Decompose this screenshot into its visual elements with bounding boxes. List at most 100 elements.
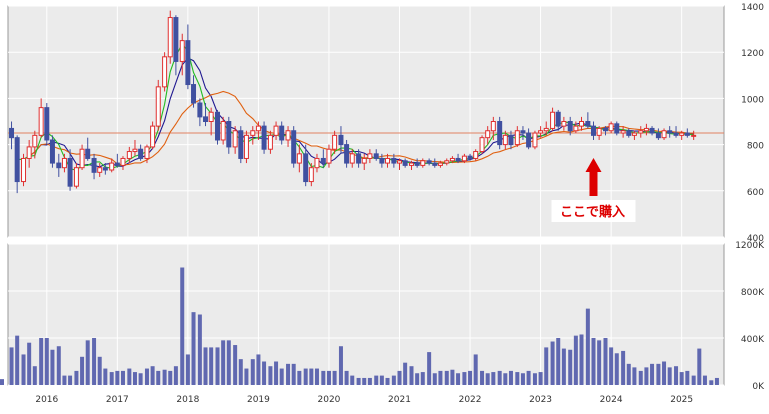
candle-body xyxy=(49,139,55,164)
volume-bar xyxy=(138,373,143,385)
candle-body xyxy=(296,153,302,164)
candle-body xyxy=(590,125,596,136)
candle-body xyxy=(567,121,573,132)
volume-bar xyxy=(379,375,384,385)
volume-bar xyxy=(632,367,637,385)
candle-body xyxy=(61,157,67,169)
candle-body xyxy=(579,121,585,127)
volume-bar xyxy=(579,334,584,385)
candle-body xyxy=(79,148,85,169)
candle-body xyxy=(649,127,655,134)
candle-body xyxy=(596,127,602,136)
price-ytick-label: 800 xyxy=(747,142,764,152)
price-ytick-label: 1400 xyxy=(741,3,764,13)
candle-body xyxy=(349,153,355,164)
candle-body xyxy=(444,160,450,164)
volume-bar xyxy=(714,377,719,385)
xtick-label: 2020 xyxy=(318,395,341,405)
volume-bar xyxy=(344,370,349,385)
price-ytick-label: 1200 xyxy=(741,49,764,59)
volume-bar xyxy=(209,347,214,385)
candle-body xyxy=(226,121,232,148)
candle-body xyxy=(303,153,309,183)
volume-bar xyxy=(544,347,549,385)
candle-body xyxy=(291,130,297,164)
volume-bar xyxy=(132,372,137,385)
candle-body xyxy=(397,160,403,164)
volume-bar xyxy=(144,368,149,385)
volume-bar xyxy=(221,340,226,385)
volume-bar xyxy=(473,354,478,385)
candle-body xyxy=(437,162,443,166)
volume-bar xyxy=(197,314,202,385)
volume-ytick-label: 400K xyxy=(741,335,765,345)
volume-bar xyxy=(550,341,555,385)
candle-body xyxy=(655,132,661,139)
volume-bar xyxy=(591,338,596,385)
candle-body xyxy=(155,86,161,127)
volume-bar xyxy=(250,359,255,385)
candle-body xyxy=(361,157,367,164)
volume-bar xyxy=(80,356,85,385)
candle-body xyxy=(273,125,279,136)
volume-bar xyxy=(709,380,714,385)
candle-body xyxy=(232,130,238,148)
candle-body xyxy=(461,155,467,162)
volume-bar xyxy=(62,375,67,385)
volume-bar xyxy=(597,340,602,385)
volume-bar xyxy=(168,370,173,385)
volume-bar xyxy=(338,346,343,385)
volume-bar xyxy=(68,375,73,385)
volume-bar xyxy=(526,370,531,385)
volume-bar xyxy=(268,366,273,385)
volume-bar xyxy=(238,359,243,385)
annotation-label-bg xyxy=(551,200,636,222)
candle-body xyxy=(14,137,20,183)
volume-bar xyxy=(274,361,279,385)
volume-bar xyxy=(44,338,49,385)
volume-bar xyxy=(367,377,372,385)
candle-body xyxy=(21,157,27,183)
candle-body xyxy=(543,127,549,132)
xtick-label: 2016 xyxy=(35,395,58,405)
candle-body xyxy=(643,127,649,132)
volume-bar xyxy=(332,370,337,385)
candle-body xyxy=(408,162,414,166)
candle-body xyxy=(585,121,591,127)
xtick-label: 2023 xyxy=(529,395,552,405)
candle-body xyxy=(455,157,461,162)
candle-body xyxy=(626,130,632,136)
volume-bar xyxy=(103,368,108,385)
volume-bar xyxy=(638,370,643,385)
volume-bar xyxy=(356,377,361,385)
candle-body xyxy=(508,134,514,146)
volume-bar xyxy=(39,338,44,385)
candle-body xyxy=(332,134,338,150)
candle-body xyxy=(608,123,614,132)
volume-bar xyxy=(374,375,379,385)
volume-bar xyxy=(462,372,467,385)
candle-body xyxy=(138,148,144,159)
candle-body xyxy=(73,167,79,187)
volume-ytick-label: 1200K xyxy=(735,241,765,251)
volume-bar xyxy=(85,340,90,385)
volume-bar xyxy=(21,354,26,385)
candle-body xyxy=(385,157,391,164)
volume-bar xyxy=(233,345,238,385)
candle-body xyxy=(485,130,491,139)
xtick-label: 2018 xyxy=(176,395,199,405)
volume-bar xyxy=(702,375,707,385)
candle-body xyxy=(338,134,344,146)
candle-body xyxy=(179,40,185,62)
volume-bar xyxy=(326,370,331,385)
volume-bar xyxy=(456,373,461,385)
volume-bar xyxy=(120,370,125,385)
volume-bar xyxy=(556,338,561,385)
candle-body xyxy=(203,116,209,122)
candle-body xyxy=(661,130,667,139)
candle-body xyxy=(526,132,532,148)
candle-body xyxy=(162,56,168,88)
volume-bar xyxy=(415,373,420,385)
candle-body xyxy=(243,134,249,159)
